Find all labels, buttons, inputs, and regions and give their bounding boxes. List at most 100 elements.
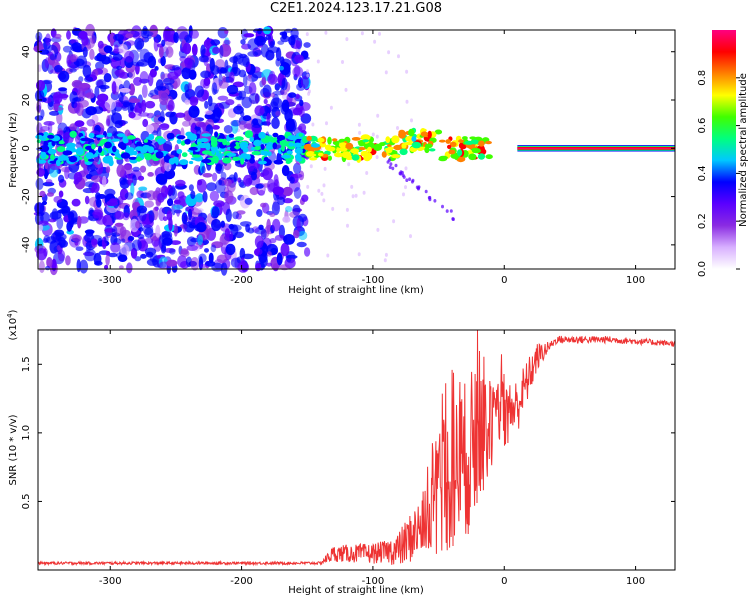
spectrogram-cell bbox=[160, 86, 167, 91]
spectrogram-cell bbox=[82, 46, 88, 58]
spectrogram-cell bbox=[82, 64, 92, 78]
spectrogram-cell bbox=[169, 248, 176, 255]
spectrogram-cell bbox=[126, 147, 135, 153]
spectrogram-cell bbox=[204, 100, 209, 109]
spectrogram-cell bbox=[66, 142, 76, 148]
x-tick-label: 100 bbox=[626, 576, 645, 587]
spectrogram-cell bbox=[67, 211, 75, 219]
spectrogram-cell bbox=[176, 149, 183, 154]
spectrogram-cell bbox=[43, 169, 49, 180]
spectrogram-cell bbox=[119, 176, 127, 185]
spectrogram-cell bbox=[293, 142, 302, 148]
spectrogram-cell bbox=[254, 235, 264, 249]
spectrogram-cell bbox=[70, 43, 80, 52]
spectrogram-cell bbox=[326, 146, 336, 152]
spectrogram-cell bbox=[424, 146, 430, 154]
spectrogram-cell bbox=[351, 137, 361, 141]
spectrogram-cell bbox=[225, 208, 232, 222]
spectrogram-cell bbox=[147, 72, 154, 87]
spectrogram-cell bbox=[262, 84, 272, 98]
spectrogram-cell bbox=[232, 211, 240, 220]
spectrogram-cell bbox=[146, 190, 156, 201]
spectrogram-cell bbox=[358, 130, 362, 135]
spectrogram-cell bbox=[448, 149, 456, 155]
spectrogram-cell bbox=[95, 134, 105, 138]
spectrogram-cell bbox=[95, 195, 100, 205]
spectrogram-cell bbox=[148, 134, 155, 141]
spectrogram-cell bbox=[411, 141, 422, 149]
page-title: C2E1.2024.123.17.21.G08 bbox=[269, 1, 443, 16]
spectrogram-cell bbox=[303, 143, 313, 151]
spectrogram-cell bbox=[392, 219, 396, 224]
spectrogram-cell bbox=[397, 54, 400, 59]
x-tick-label: 0 bbox=[501, 576, 507, 587]
spectrogram-cell bbox=[116, 252, 123, 259]
spectrogram-cell bbox=[270, 92, 275, 98]
spectrogram-cell bbox=[247, 227, 255, 234]
spectrogram-cell bbox=[317, 137, 325, 143]
spectrogram-cell bbox=[441, 204, 444, 209]
spectrogram-cell bbox=[46, 257, 53, 268]
spectrogram-cell bbox=[428, 195, 432, 200]
spectrogram-cell bbox=[202, 191, 208, 203]
spectrogram-cell bbox=[424, 189, 428, 194]
spectrogram-cell bbox=[260, 228, 267, 240]
spectrogram-cell bbox=[260, 144, 265, 150]
x-tick-label: -200 bbox=[230, 576, 253, 587]
spectrogram-cell bbox=[311, 122, 315, 127]
spectrogram-cell bbox=[238, 120, 247, 130]
spectrogram-cell bbox=[262, 167, 273, 181]
spectrogram-cell bbox=[128, 236, 135, 241]
spectrogram-cell bbox=[306, 184, 310, 189]
spectrogram-cell bbox=[254, 105, 265, 117]
spectrogram-cell bbox=[405, 178, 409, 182]
spectrogram-cell bbox=[289, 176, 295, 184]
spectrogram-cell bbox=[141, 84, 148, 98]
spectrogram-cell bbox=[204, 260, 216, 267]
spectrogram-cell bbox=[228, 223, 235, 230]
spectrogram-cell bbox=[409, 234, 412, 239]
spectrogram-cell bbox=[165, 46, 174, 58]
spectrogram-cell bbox=[142, 224, 154, 236]
spectrogram-cell bbox=[449, 209, 453, 213]
spectrogram-cell bbox=[62, 150, 73, 156]
spectrogram-cell bbox=[35, 134, 43, 139]
spectrogram-cell bbox=[334, 152, 343, 158]
spectrogram-cell bbox=[103, 73, 112, 83]
spectrogram-cell bbox=[158, 207, 166, 221]
spectrogram-cell bbox=[45, 33, 51, 46]
spectrogram-cell bbox=[306, 73, 310, 78]
spectrogram-cell bbox=[120, 143, 127, 150]
y-tick-label: -20 bbox=[21, 188, 32, 204]
colorbar-gradient bbox=[712, 30, 736, 269]
spectrogram-cell bbox=[93, 211, 102, 219]
spectrogram-cell bbox=[64, 166, 70, 180]
spectrogram-cell bbox=[201, 133, 212, 137]
spectrogram-cell bbox=[238, 69, 247, 78]
spectrogram-cell bbox=[85, 152, 94, 160]
snr-frame bbox=[37, 329, 676, 571]
spectrogram-cell bbox=[177, 191, 185, 199]
spectrogram-cell bbox=[140, 253, 147, 259]
spectrogram-cell bbox=[220, 220, 225, 228]
spectrogram-cell bbox=[78, 30, 88, 40]
spectrogram-cell bbox=[253, 139, 262, 147]
spectrogram-cell bbox=[71, 198, 81, 207]
spectrogram-cell bbox=[172, 204, 184, 210]
spectrogram-cell bbox=[81, 108, 92, 119]
spectrogram-cell bbox=[208, 95, 213, 107]
spectrogram-cell bbox=[197, 234, 204, 246]
spectrogram-cell bbox=[265, 35, 272, 40]
spectrogram-cell bbox=[131, 25, 142, 39]
spectrogram-cell bbox=[288, 92, 297, 98]
spectrogram-cell bbox=[222, 138, 228, 146]
spectrogram-cell bbox=[136, 141, 143, 146]
spectrogram-cell bbox=[222, 157, 232, 164]
spectrogram-cell bbox=[240, 39, 246, 45]
spectrogram-cell bbox=[52, 106, 64, 111]
spectrogram-cell bbox=[136, 205, 148, 214]
spectrogram-cell bbox=[287, 135, 297, 141]
spectrogram-cell bbox=[69, 68, 77, 73]
spectrogram-cell bbox=[362, 190, 366, 195]
snr-y-multiplier: (x104) bbox=[6, 309, 19, 340]
